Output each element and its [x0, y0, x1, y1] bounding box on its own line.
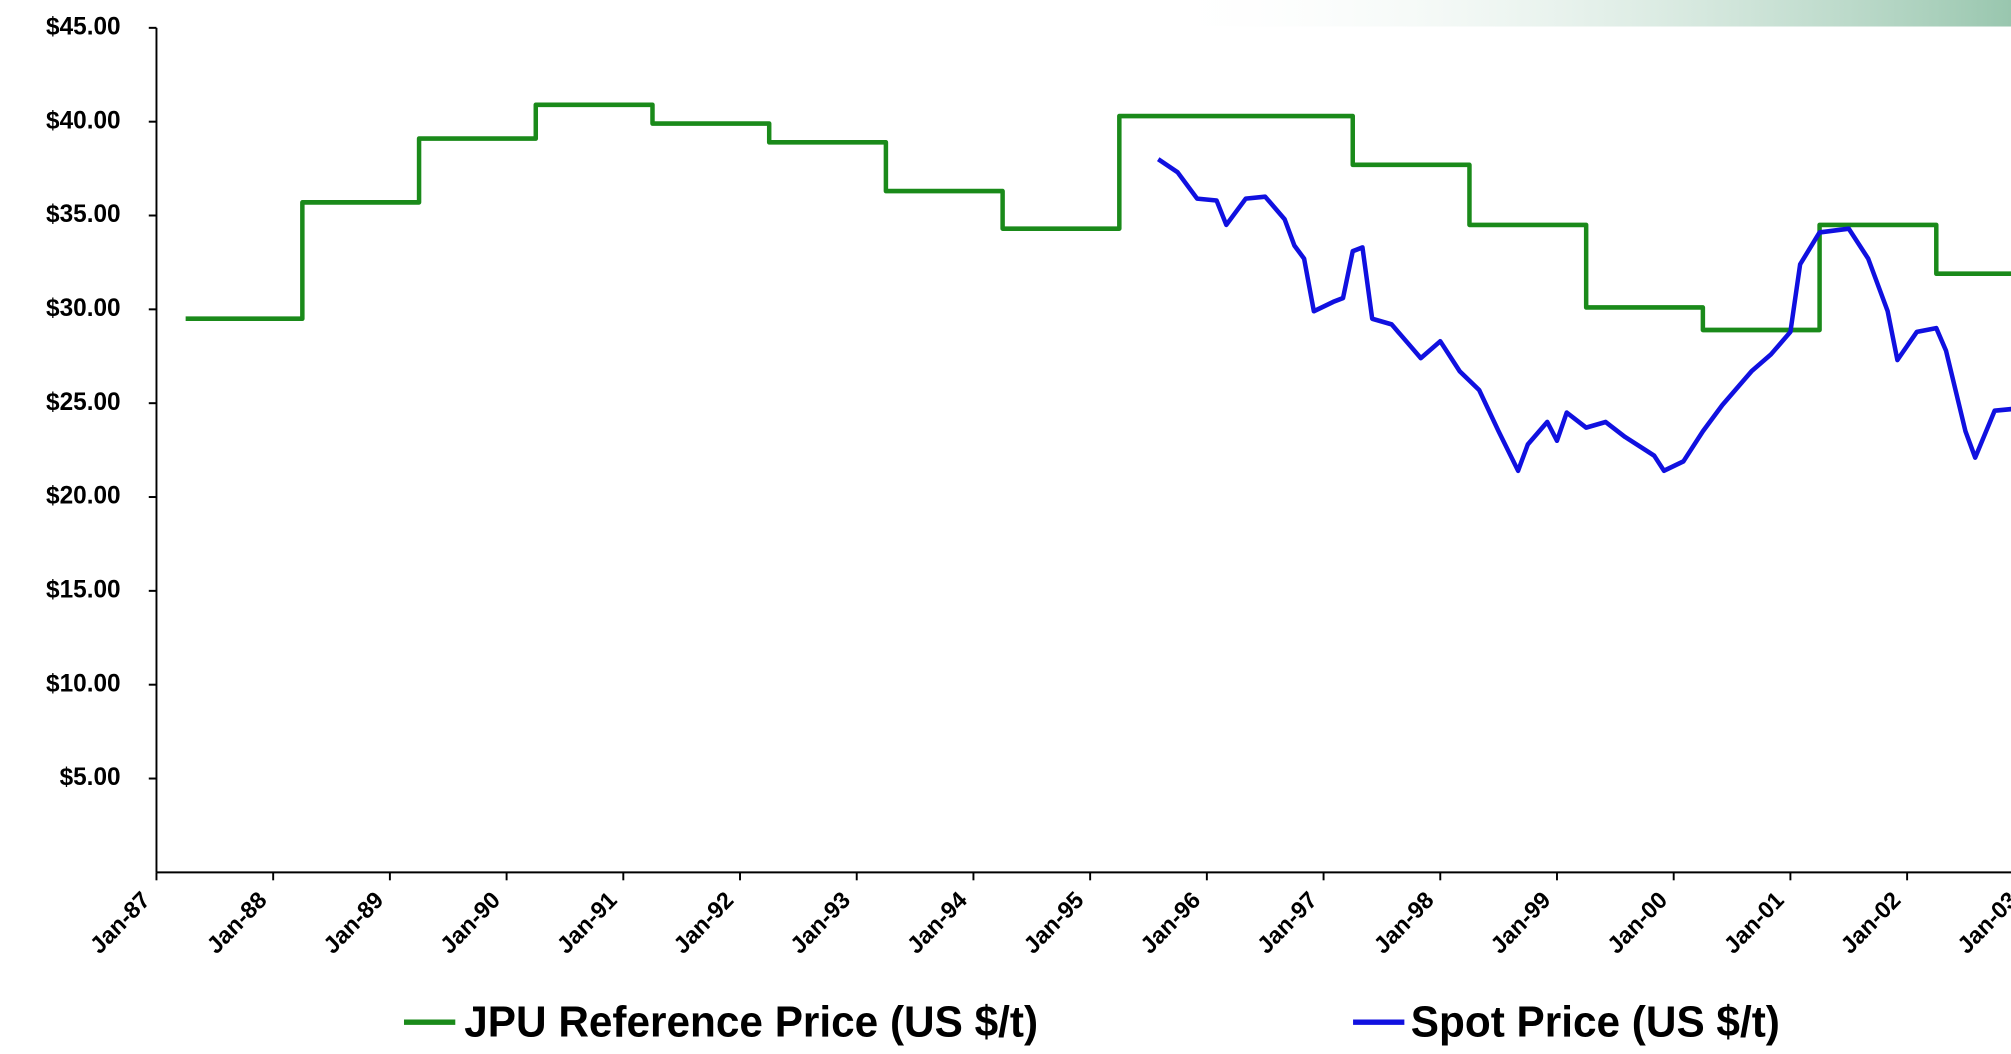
x-tick-label: Jan-98 [1369, 886, 1439, 958]
header-decoration [1154, 0, 2011, 27]
y-tick-label: $45.00 [46, 13, 120, 40]
x-tick-label: Jan-92 [669, 886, 739, 958]
x-tick-label: Jan-96 [1135, 886, 1205, 958]
x-tick-label: Jan-95 [1019, 886, 1089, 958]
x-tick-label: Jan-89 [318, 886, 388, 958]
y-tick-label: $40.00 [46, 107, 120, 134]
x-tick-label: Jan-99 [1486, 886, 1556, 958]
y-tick-label: $15.00 [46, 576, 120, 603]
x-tick-label: Jan-94 [902, 886, 972, 958]
x-tick-label: Jan-91 [552, 886, 622, 958]
y-tick-label: $20.00 [46, 482, 120, 509]
x-tick-label: Jan-88 [202, 886, 272, 958]
x-tick-label: Jan-93 [785, 886, 855, 958]
x-tick-label: Jan-03 [1952, 886, 2011, 958]
x-tick-label: Jan-02 [1836, 886, 1906, 958]
legend-label: Spot Price (US $/t) [1411, 998, 1780, 1047]
y-tick-label: $25.00 [46, 388, 120, 415]
y-tick-label: $35.00 [46, 201, 120, 228]
x-tick-label: Jan-00 [1602, 886, 1672, 958]
y-tick-label: $5.00 [60, 764, 121, 791]
series-line [1156, 157, 2011, 474]
y-tick-label: $30.00 [46, 295, 120, 322]
x-tick-label: Jan-97 [1252, 886, 1322, 958]
x-tick-label: Jan-01 [1719, 886, 1789, 958]
x-tick-label: Jan-87 [85, 886, 155, 958]
y-tick-label: $10.00 [46, 670, 120, 697]
legend-label: JPU Reference Price (US $/t) [464, 998, 1038, 1047]
series-line [185, 102, 2011, 333]
x-tick-label: Jan-90 [435, 886, 505, 958]
